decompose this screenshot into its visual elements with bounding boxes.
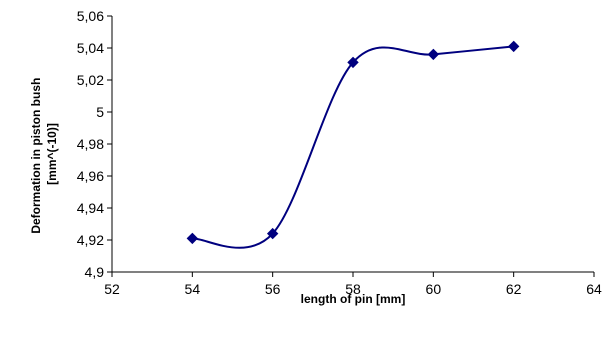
x-axis-title: length of pin [mm]: [301, 292, 406, 306]
data-point-marker: [347, 56, 359, 69]
y-tick-label: 4,98: [77, 136, 104, 152]
x-tick-label: 60: [426, 281, 442, 297]
y-ticks: 4,9 4,92 4,94 4,96 4,98 5 5,02 5,04 5,06: [77, 8, 112, 280]
y-tick-label: 5,02: [77, 72, 104, 88]
x-tick-label: 58: [345, 281, 361, 297]
x-tick-label: 56: [265, 281, 281, 297]
data-point-marker: [427, 48, 440, 61]
data-point-marker: [507, 40, 520, 53]
x-ticks: 52 54 56 58 60 62 64: [104, 272, 602, 297]
y-tick-label: 4,94: [77, 200, 104, 216]
y-axis-title: Deformation in piston bush [mm^(-10)]: [29, 74, 59, 233]
x-tick-label: 54: [185, 281, 201, 297]
series-line: [192, 45, 514, 249]
data-markers: [186, 40, 520, 245]
y-tick-label: 4,92: [77, 232, 104, 248]
y-axis-title-line-1: Deformation in piston bush: [29, 78, 43, 234]
y-tick-label: 4,9: [85, 264, 105, 280]
y-tick-label: 5,06: [77, 8, 104, 24]
x-tick-label: 62: [506, 281, 522, 297]
y-tick-label: 5: [96, 104, 104, 120]
x-tick-label: 64: [586, 281, 602, 297]
y-tick-label: 5,04: [77, 40, 104, 56]
data-point-marker: [186, 232, 199, 245]
data-point-marker: [266, 227, 279, 240]
y-axis-title-line-2: [mm^(-10)]: [45, 123, 59, 185]
y-tick-label: 4,96: [77, 168, 104, 184]
x-tick-label: 52: [104, 281, 120, 297]
